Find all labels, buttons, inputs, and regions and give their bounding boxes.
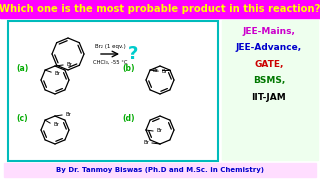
Bar [4,163,316,177]
Bar [8,21,218,161]
Text: (d): (d) [122,114,134,123]
Bar [0,0,320,18]
Text: Br₂ (1 eqv.): Br₂ (1 eqv.) [95,44,125,49]
Text: BSMS,: BSMS, [253,75,285,84]
Text: CHCl₃, -55 °C: CHCl₃, -55 °C [93,60,127,65]
Text: Which one is the most probable product in this reaction?: Which one is the most probable product i… [0,4,320,14]
Text: Br: Br [53,122,59,127]
Text: Br: Br [54,71,60,76]
Text: Br: Br [143,141,149,145]
Text: (c): (c) [16,114,28,123]
Bar [222,20,318,160]
Text: (b): (b) [122,64,134,73]
Text: Br: Br [153,68,159,73]
Text: By Dr. Tanmoy Biswas (Ph.D and M.Sc. in Chemistry): By Dr. Tanmoy Biswas (Ph.D and M.Sc. in … [56,167,264,173]
Text: JEE-Advance,: JEE-Advance, [236,44,302,53]
Text: Br: Br [66,62,72,68]
Text: ?: ? [128,45,138,63]
Text: Br: Br [161,69,167,74]
Text: (a): (a) [16,64,28,73]
Text: Br: Br [65,112,71,118]
Text: Br: Br [156,129,162,134]
Text: JEE-Mains,: JEE-Mains, [243,28,295,37]
Text: GATE,: GATE, [254,60,284,69]
Text: IIT-JAM: IIT-JAM [252,93,286,102]
